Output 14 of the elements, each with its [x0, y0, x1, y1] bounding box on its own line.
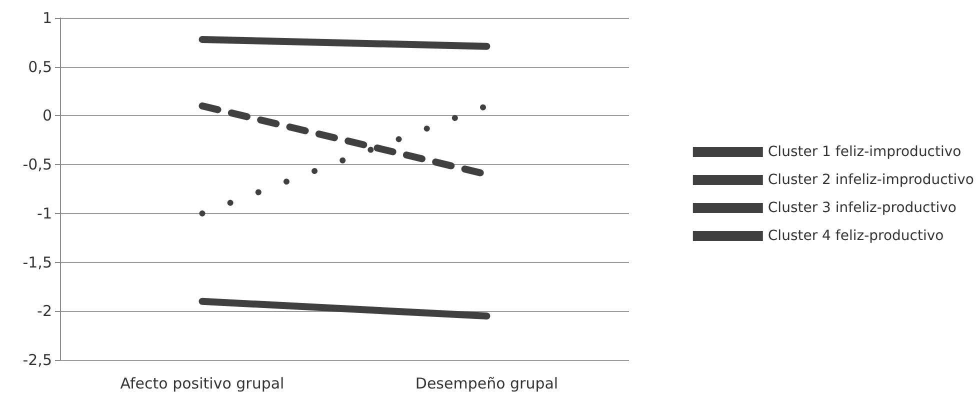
y-tick-label: 0,5	[28, 58, 52, 76]
x-tick-label: Desempeño grupal	[415, 374, 558, 392]
x-tick-label: Afecto positivo grupal	[120, 374, 284, 392]
y-tick-label: 0	[42, 106, 52, 125]
y-tick-label: -0,5	[22, 156, 52, 174]
legend-label: Cluster 3 infeliz-productivo	[768, 200, 956, 216]
legend-label: Cluster 4 feliz-productivo	[768, 228, 944, 244]
y-tick-label: 1	[42, 9, 52, 27]
y-tick-label: -2	[37, 302, 52, 320]
y-tick-label: -1,5	[22, 253, 52, 272]
y-tick-label: -1	[37, 204, 52, 222]
legend-label: Cluster 2 infeliz-improductivo	[768, 172, 974, 188]
legend-label: Cluster 1 feliz-improductivo	[768, 144, 962, 160]
y-tick-label: -2,5	[22, 351, 52, 369]
